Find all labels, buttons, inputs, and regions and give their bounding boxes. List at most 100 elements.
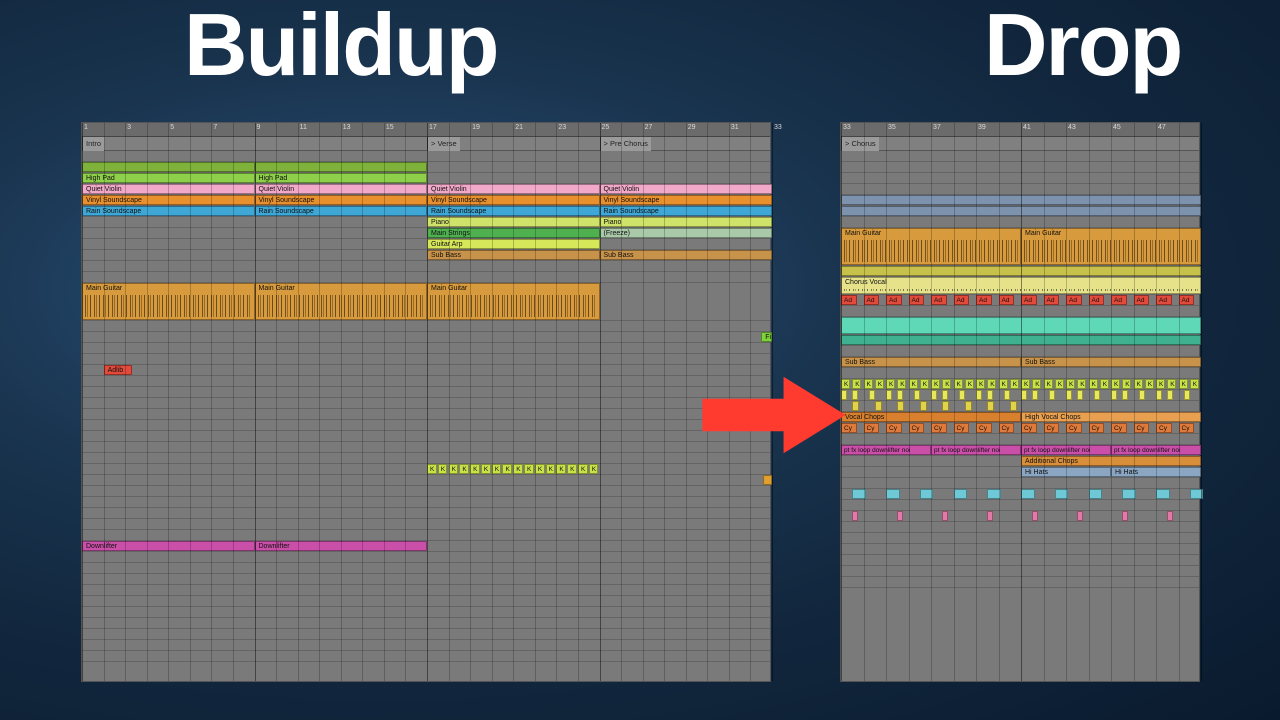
clip-segment[interactable]: K: [427, 464, 437, 474]
clip-segment[interactable]: Cy: [931, 423, 947, 433]
track-row[interactable]: [841, 206, 1199, 217]
clip-segment[interactable]: Cy: [1179, 423, 1195, 433]
clip-segment[interactable]: K: [1111, 379, 1120, 389]
clip[interactable]: Main Guitar: [427, 283, 600, 320]
track-row[interactable]: Sub BassSub Bass: [841, 357, 1199, 368]
clip-segment[interactable]: [852, 401, 859, 411]
clip-segment[interactable]: Cy: [886, 423, 902, 433]
clip-segment[interactable]: K: [931, 379, 940, 389]
clip-segment[interactable]: Cy: [1134, 423, 1150, 433]
track-row[interactable]: [841, 368, 1199, 379]
clip[interactable]: Piano: [600, 217, 773, 227]
section-marker[interactable]: > Chorus: [841, 137, 879, 151]
clip-segment[interactable]: K: [965, 379, 974, 389]
track-row[interactable]: DownlifterDownlifter: [82, 541, 770, 552]
clip-segment[interactable]: [987, 489, 1001, 499]
clip[interactable]: Fil: [761, 332, 772, 342]
clip-segment[interactable]: K: [470, 464, 480, 474]
section-marker[interactable]: Intro: [82, 137, 104, 151]
clip-segment[interactable]: Cy: [909, 423, 925, 433]
bar-ruler[interactable]: 3335373941434547: [841, 123, 1199, 137]
clip-segment[interactable]: [875, 401, 882, 411]
clip-segment[interactable]: [1077, 390, 1083, 400]
track-row[interactable]: [82, 519, 770, 530]
track-row[interactable]: [82, 321, 770, 332]
clip[interactable]: Main Guitar: [82, 283, 255, 320]
clip-segment[interactable]: K: [976, 379, 985, 389]
clip-segment[interactable]: K: [942, 379, 951, 389]
track-row[interactable]: [841, 151, 1199, 162]
clip-segment[interactable]: Ad: [1179, 295, 1195, 305]
clip-segment[interactable]: [942, 511, 948, 521]
track-row[interactable]: Main GuitarMain Guitar: [841, 228, 1199, 266]
track-row[interactable]: Main GuitarMain GuitarMain Guitar: [82, 283, 770, 321]
clip-segment[interactable]: [897, 511, 903, 521]
clip-segment[interactable]: [1167, 511, 1173, 521]
clip-segment[interactable]: [1167, 390, 1173, 400]
clip-segment[interactable]: Cy: [841, 423, 857, 433]
clip[interactable]: Hi Hats: [1021, 467, 1111, 477]
clip-segment[interactable]: [1156, 489, 1170, 499]
track-row[interactable]: [841, 522, 1199, 533]
clip-segment[interactable]: [1122, 489, 1136, 499]
clip[interactable]: [841, 335, 1201, 345]
track-row[interactable]: [841, 577, 1199, 588]
clip-segment[interactable]: [1021, 489, 1035, 499]
track-row[interactable]: [82, 343, 770, 354]
clip-segment[interactable]: Ad: [976, 295, 992, 305]
clip-segment[interactable]: [931, 390, 937, 400]
clip-segment[interactable]: K: [999, 379, 1008, 389]
track-row[interactable]: [841, 335, 1199, 346]
track-row[interactable]: [841, 217, 1199, 228]
clip-segment[interactable]: Ad: [886, 295, 902, 305]
clip[interactable]: Chorus Vocal: [841, 277, 1201, 294]
track-row[interactable]: [82, 442, 770, 453]
clip-segment[interactable]: Cy: [864, 423, 880, 433]
clip-segment[interactable]: [852, 390, 858, 400]
track-row[interactable]: [82, 420, 770, 431]
clip-segment[interactable]: [1122, 390, 1128, 400]
clip-segment[interactable]: Ad: [1134, 295, 1150, 305]
track-row[interactable]: Adlib: [82, 365, 770, 376]
clip-segment[interactable]: [852, 511, 858, 521]
track-row[interactable]: [82, 530, 770, 541]
clip-segment[interactable]: K: [1077, 379, 1086, 389]
clip[interactable]: [841, 317, 1201, 334]
track-row[interactable]: Rain SoundscapeRain SoundscapeRain Sound…: [82, 206, 770, 217]
clip-segment[interactable]: K: [1089, 379, 1098, 389]
clip-segment[interactable]: Cy: [1089, 423, 1105, 433]
clip-segment[interactable]: Ad: [1156, 295, 1172, 305]
clip-segment[interactable]: Ad: [999, 295, 1015, 305]
clip-segment[interactable]: K: [909, 379, 918, 389]
clip-segment[interactable]: K: [1190, 379, 1199, 389]
track-row[interactable]: Fil: [82, 332, 770, 343]
arrangement-panel-buildup[interactable]: 13579111315171921232527293133 Intro> Ver…: [81, 122, 771, 682]
clip-segment[interactable]: K: [492, 464, 502, 474]
track-row[interactable]: [841, 401, 1199, 412]
clip-segment[interactable]: [869, 390, 875, 400]
clip[interactable]: [82, 162, 255, 172]
track-row[interactable]: [841, 266, 1199, 277]
clip-segment[interactable]: [1089, 489, 1103, 499]
clip-segment[interactable]: [914, 390, 920, 400]
clip-segment[interactable]: [987, 401, 994, 411]
clip[interactable]: High Vocal Chops: [1021, 412, 1201, 422]
clip-segment[interactable]: K: [1167, 379, 1176, 389]
clip-segment[interactable]: [954, 489, 968, 499]
track-row[interactable]: High PadHigh Pad: [82, 173, 770, 184]
clip[interactable]: Vinyl Soundscape: [427, 195, 600, 205]
clip-segment[interactable]: K: [578, 464, 588, 474]
clip-segment[interactable]: K: [987, 379, 996, 389]
track-row[interactable]: [82, 552, 770, 563]
clip-segment[interactable]: Ad: [954, 295, 970, 305]
clip-segment[interactable]: Cy: [999, 423, 1015, 433]
clip-segment[interactable]: Ad: [931, 295, 947, 305]
clip-segment[interactable]: pt fx loop downlifter noi: [1021, 445, 1111, 455]
clip[interactable]: [841, 195, 1201, 205]
clip-segment[interactable]: [1004, 390, 1010, 400]
clip[interactable]: Sub Bass: [841, 357, 1021, 367]
track-row[interactable]: [82, 486, 770, 497]
clip-segment[interactable]: [1094, 390, 1100, 400]
track-row[interactable]: [841, 346, 1199, 357]
track-row[interactable]: [82, 354, 770, 365]
